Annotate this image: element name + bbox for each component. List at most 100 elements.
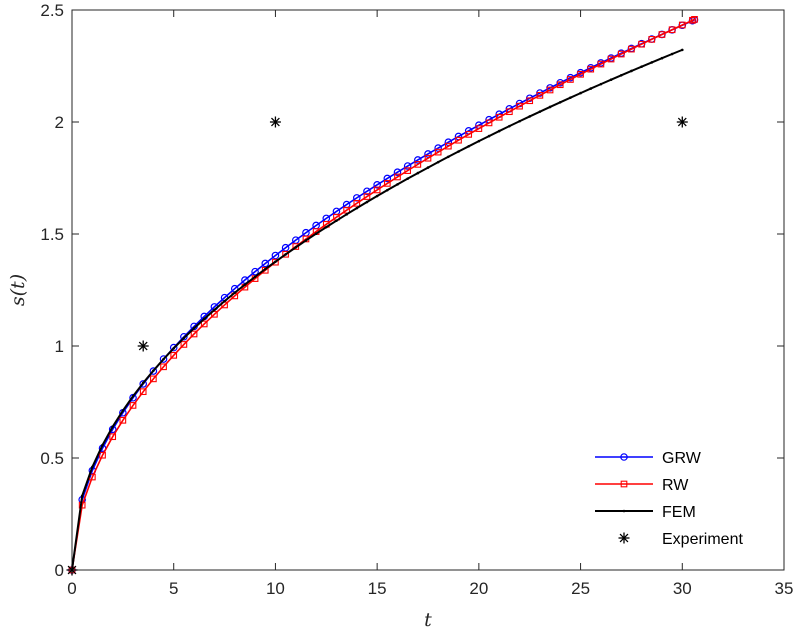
series-fem-point — [508, 124, 511, 128]
series-rw-point — [628, 45, 635, 53]
y-tick-label: 1.5 — [40, 225, 64, 244]
series-rw-point — [506, 108, 513, 116]
series-fem-point — [324, 225, 328, 229]
series-fem-point — [680, 48, 684, 52]
series-fem-point — [670, 52, 674, 56]
series-experiment — [66, 116, 688, 576]
series-fem-point — [314, 232, 318, 236]
y-tick-label: 0 — [55, 561, 64, 580]
series-fem-point — [141, 381, 145, 385]
series-rw-point — [617, 50, 625, 58]
series-rw-point — [363, 193, 371, 200]
legend-label: Experiment — [662, 531, 743, 548]
series-rw-point — [139, 388, 147, 396]
series-fem-point — [497, 129, 501, 133]
series-rw-point — [536, 91, 544, 99]
series-fem-point — [345, 213, 348, 216]
series-fem-point — [609, 78, 613, 81]
series-rw-point — [668, 26, 676, 34]
series-grw-point — [180, 332, 188, 341]
series-rw-point — [658, 31, 666, 38]
legend-item-grw: GRW — [595, 450, 702, 467]
series-fem-point — [447, 155, 450, 159]
x-tick-label: 30 — [673, 579, 692, 598]
series-fem-point — [294, 246, 298, 249]
series-rw-point — [150, 375, 157, 383]
series-fem-point — [121, 409, 125, 412]
series-fem-point — [589, 87, 593, 90]
series-grw-point — [363, 187, 371, 196]
y-tick-label: 2.5 — [40, 1, 64, 20]
series-rw-point — [211, 310, 218, 318]
series-rw-point — [343, 206, 350, 214]
series-fem-point — [111, 425, 114, 428]
series-rw-point — [170, 351, 178, 359]
y-tick-label: 0.5 — [40, 449, 64, 468]
series-fem-point — [202, 317, 206, 321]
x-tick-label: 35 — [775, 579, 794, 598]
series-fem-point — [518, 119, 521, 123]
series-rw-point — [129, 402, 137, 409]
series-rw-point — [119, 416, 127, 424]
series-rw-point — [444, 142, 452, 150]
series-rw-point — [99, 451, 106, 459]
series-fem-point — [630, 69, 633, 73]
series-layer — [66, 16, 699, 576]
series-rw-point — [414, 161, 422, 168]
series-fem-point — [101, 443, 104, 447]
legend-item-rw: RW — [595, 477, 689, 494]
series-rw-point — [546, 86, 554, 94]
tick-labels: 0 5 10 15 20 25 30 35 0 0.5 1 1.5 2 2.5 — [40, 1, 793, 598]
series-rw-point — [200, 320, 208, 328]
series-fem-point — [396, 183, 399, 186]
series-fem-point — [253, 275, 257, 279]
series-grw-point — [414, 156, 422, 164]
x-tick-label: 15 — [368, 579, 387, 598]
series-rw-point — [394, 173, 401, 181]
series-fem-point — [152, 369, 155, 372]
series-rw-point — [648, 35, 656, 43]
series-fem-point — [80, 494, 84, 498]
series-rw-point — [109, 433, 117, 441]
series-fem — [70, 48, 684, 572]
series-rw-point — [383, 180, 391, 187]
series-rw-point — [404, 167, 412, 174]
series-fem-point — [172, 347, 176, 350]
series-grw-point — [403, 162, 412, 170]
series-fem-point — [619, 74, 623, 77]
series-rw-point — [424, 154, 432, 162]
series-fem-point — [426, 166, 430, 169]
series-rw-point — [434, 148, 442, 156]
legend-swatch-marker — [618, 532, 630, 544]
series-rw-point — [567, 76, 574, 83]
series-rw-point — [272, 258, 279, 266]
series-fem-point — [599, 82, 603, 86]
series-rw-point — [485, 119, 493, 127]
series-fem-point — [192, 326, 196, 330]
series-rw-point — [160, 363, 167, 371]
legend-label: RW — [662, 477, 689, 494]
series-fem-point — [223, 299, 226, 303]
legend-swatch-marker — [620, 453, 628, 461]
series-grw-point — [373, 181, 381, 189]
series-fem-point — [579, 91, 582, 95]
series-grw-point — [424, 150, 432, 158]
series-rw-point — [638, 40, 645, 48]
series-fem-point — [416, 171, 420, 175]
x-tick-label: 10 — [266, 579, 285, 598]
series-fem-point — [538, 110, 542, 113]
series-fem-point — [467, 144, 470, 148]
series-rw-point — [455, 136, 462, 144]
series-rw-point — [495, 113, 503, 121]
series-fem-point — [274, 260, 277, 263]
x-axis-label: t — [424, 609, 432, 631]
series-fem-point — [284, 253, 287, 256]
legend-label: FEM — [662, 504, 696, 521]
series-fem-point — [569, 96, 572, 99]
series-fem-point — [457, 150, 460, 153]
legend-label: GRW — [662, 450, 702, 467]
series-fem-point — [406, 177, 409, 180]
series-grw-point — [241, 276, 249, 284]
series-fem-point — [91, 465, 94, 469]
series-fem-point — [355, 206, 359, 210]
